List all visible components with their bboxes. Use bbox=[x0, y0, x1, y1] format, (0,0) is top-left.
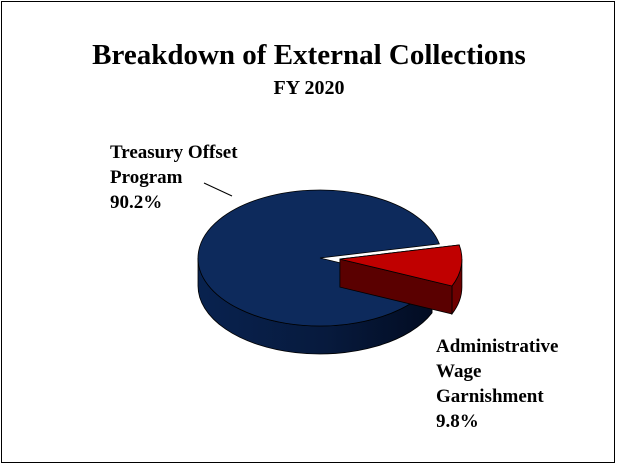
chart-subtitle: FY 2020 bbox=[273, 77, 345, 99]
slice-label-line: Garnishment bbox=[436, 386, 544, 407]
slice-label-line: Wage bbox=[436, 361, 482, 382]
slice-label-line: Program bbox=[110, 167, 183, 188]
pie-slice bbox=[339, 244, 463, 316]
slice-label-line: Treasury Offset bbox=[110, 142, 238, 163]
leader-line bbox=[203, 182, 233, 197]
chart-title: Breakdown of External Collections bbox=[92, 39, 526, 71]
slice-value-label: 9.8% bbox=[436, 411, 479, 432]
slice-label-line: Administrative bbox=[436, 336, 559, 357]
pie-slice-top bbox=[339, 244, 463, 287]
slice-label-administrative-wage-garnishment: Administrative Wage Garnishment 9.8% bbox=[436, 334, 558, 434]
slice-label-treasury-offset-program: Treasury Offset Program 90.2% bbox=[110, 140, 238, 215]
slice-value-label: 90.2% bbox=[110, 192, 163, 213]
